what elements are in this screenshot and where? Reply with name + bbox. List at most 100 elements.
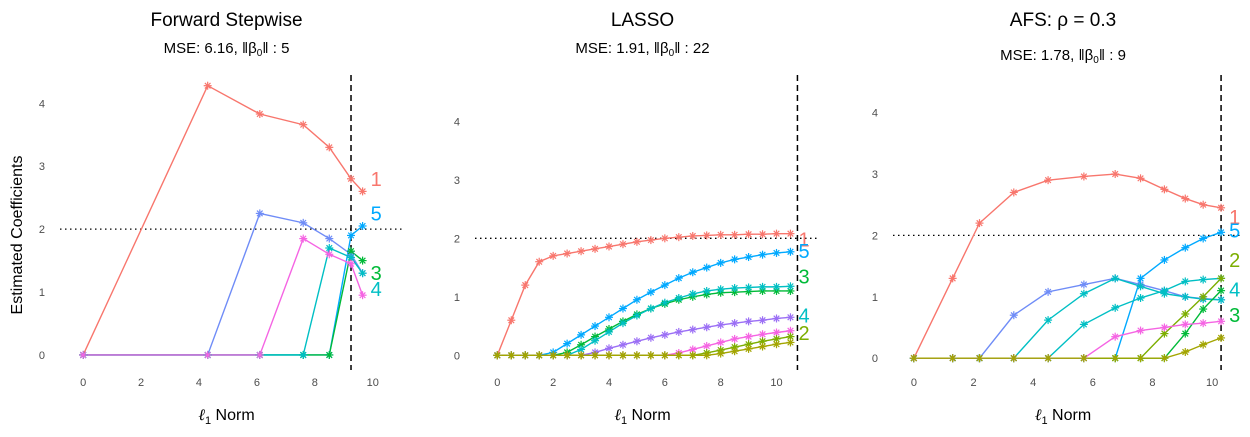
series-point-4 [632, 311, 641, 320]
series-label-5: 5 [798, 241, 809, 263]
series-point-8 [605, 344, 613, 353]
series-point-7 [1111, 274, 1120, 283]
series-point-5 [1199, 234, 1208, 243]
y-tick-label: 3 [872, 169, 878, 181]
series-point-9 [716, 349, 725, 358]
series-point-1 [702, 231, 711, 240]
series-point-4 [618, 319, 627, 328]
series-point-10 [299, 234, 308, 243]
series-point-2 [1160, 329, 1169, 338]
series-point-10 [347, 259, 356, 268]
series-point-8 [618, 340, 627, 349]
series-point-9 [744, 344, 753, 353]
series-point-5 [618, 304, 627, 313]
series-label-1: 1 [798, 229, 809, 251]
series-point-6 [1079, 280, 1088, 289]
x-tick-label: 8 [1149, 377, 1155, 389]
series-point-9 [535, 351, 544, 360]
series-point-10 [358, 291, 367, 300]
series-point-5 [646, 288, 655, 297]
series-point-6 [1009, 311, 1018, 320]
series-point-1 [1136, 174, 1145, 183]
y-tick-label: 4 [39, 98, 45, 110]
subtitle-beta-sub: 0 [669, 48, 675, 59]
series-point-9 [772, 340, 781, 349]
series-point-7 [1217, 295, 1226, 304]
x-tick-label: 4 [196, 377, 202, 389]
series-point-6 [299, 218, 308, 227]
series-label-1: 1 [1229, 207, 1240, 229]
subtitle-norm-bars-close: ‖ [262, 40, 268, 57]
series-point-1 [730, 230, 739, 239]
series-point-9 [660, 351, 669, 360]
series-point-9 [577, 351, 586, 360]
series-point-4 [744, 283, 753, 292]
series-line-5 [83, 225, 364, 356]
series-point-6 [325, 234, 334, 243]
series-label-2: 2 [798, 323, 809, 345]
x-axis-label: ℓ1 Norm [1035, 405, 1091, 427]
x-tick-label: 2 [138, 377, 144, 389]
series-point-1 [549, 251, 558, 260]
series-point-1 [203, 81, 212, 90]
series-point-1 [948, 274, 957, 283]
series-point-5 [347, 231, 356, 240]
series-point-7 [1044, 316, 1053, 325]
series-point-5 [605, 313, 613, 322]
series-label-2: 2 [1229, 250, 1240, 272]
series-point-9 [1181, 348, 1190, 357]
x-tick-label: 6 [662, 377, 668, 389]
subtitle-norm-bars-close: ‖ [1099, 47, 1105, 64]
subtitle-norm-bars: ‖ [242, 40, 248, 57]
y-tick-label: 3 [39, 161, 45, 173]
series-point-10 [203, 350, 212, 359]
x-tick-label: 10 [770, 377, 782, 389]
series-point-1 [975, 219, 984, 228]
series-point-5 [730, 255, 739, 264]
subtitle-beta-sub: 0 [1093, 55, 1099, 66]
series-point-5 [786, 247, 795, 256]
subtitle-count: : 22 [680, 40, 709, 57]
series-point-1 [618, 240, 627, 249]
series-point-1 [1044, 176, 1053, 185]
series-point-5 [1181, 243, 1190, 252]
series-point-3 [325, 350, 334, 359]
series-point-9 [591, 351, 600, 360]
series-point-1 [563, 249, 572, 258]
series-point-4 [702, 286, 711, 295]
series-point-1 [255, 110, 264, 119]
series-point-9 [646, 351, 655, 360]
series-point-8 [702, 323, 711, 332]
series-point-9 [1111, 354, 1120, 363]
series-point-4 [730, 284, 739, 293]
series-point-1 [674, 233, 683, 242]
subtitle-norm-bars: ‖ [654, 40, 660, 57]
series-point-1 [646, 236, 655, 245]
panel-subtitle: MSE: 1.91, ‖β0‖ : 22 [575, 40, 709, 59]
y-tick-label: 3 [454, 175, 460, 187]
series-point-1 [1217, 203, 1226, 212]
panel-subtitle: MSE: 1.78, ‖β0‖ : 9 [1000, 47, 1126, 66]
series-point-2 [786, 332, 795, 341]
series-point-8 [744, 317, 753, 326]
series-point-1 [744, 230, 753, 239]
series-point-1 [358, 187, 367, 196]
subtitle-mse: MSE: 1.78, [1000, 47, 1078, 64]
series-label-1: 1 [371, 169, 382, 191]
series-point-7 [1181, 292, 1190, 301]
series-point-2 [1217, 274, 1226, 283]
y-tick-label: 1 [872, 292, 878, 304]
series-point-1 [1181, 194, 1190, 203]
series-point-2 [1181, 309, 1190, 318]
series-point-4 [1111, 303, 1120, 312]
series-point-9 [493, 351, 502, 360]
series-label-4: 4 [1229, 279, 1240, 301]
subtitle-beta: β [660, 40, 669, 57]
series-point-9 [688, 351, 697, 360]
series-point-1 [786, 229, 795, 238]
series-point-10 [1111, 332, 1120, 341]
series-point-4 [674, 293, 683, 302]
subtitle-beta: β [248, 40, 257, 57]
